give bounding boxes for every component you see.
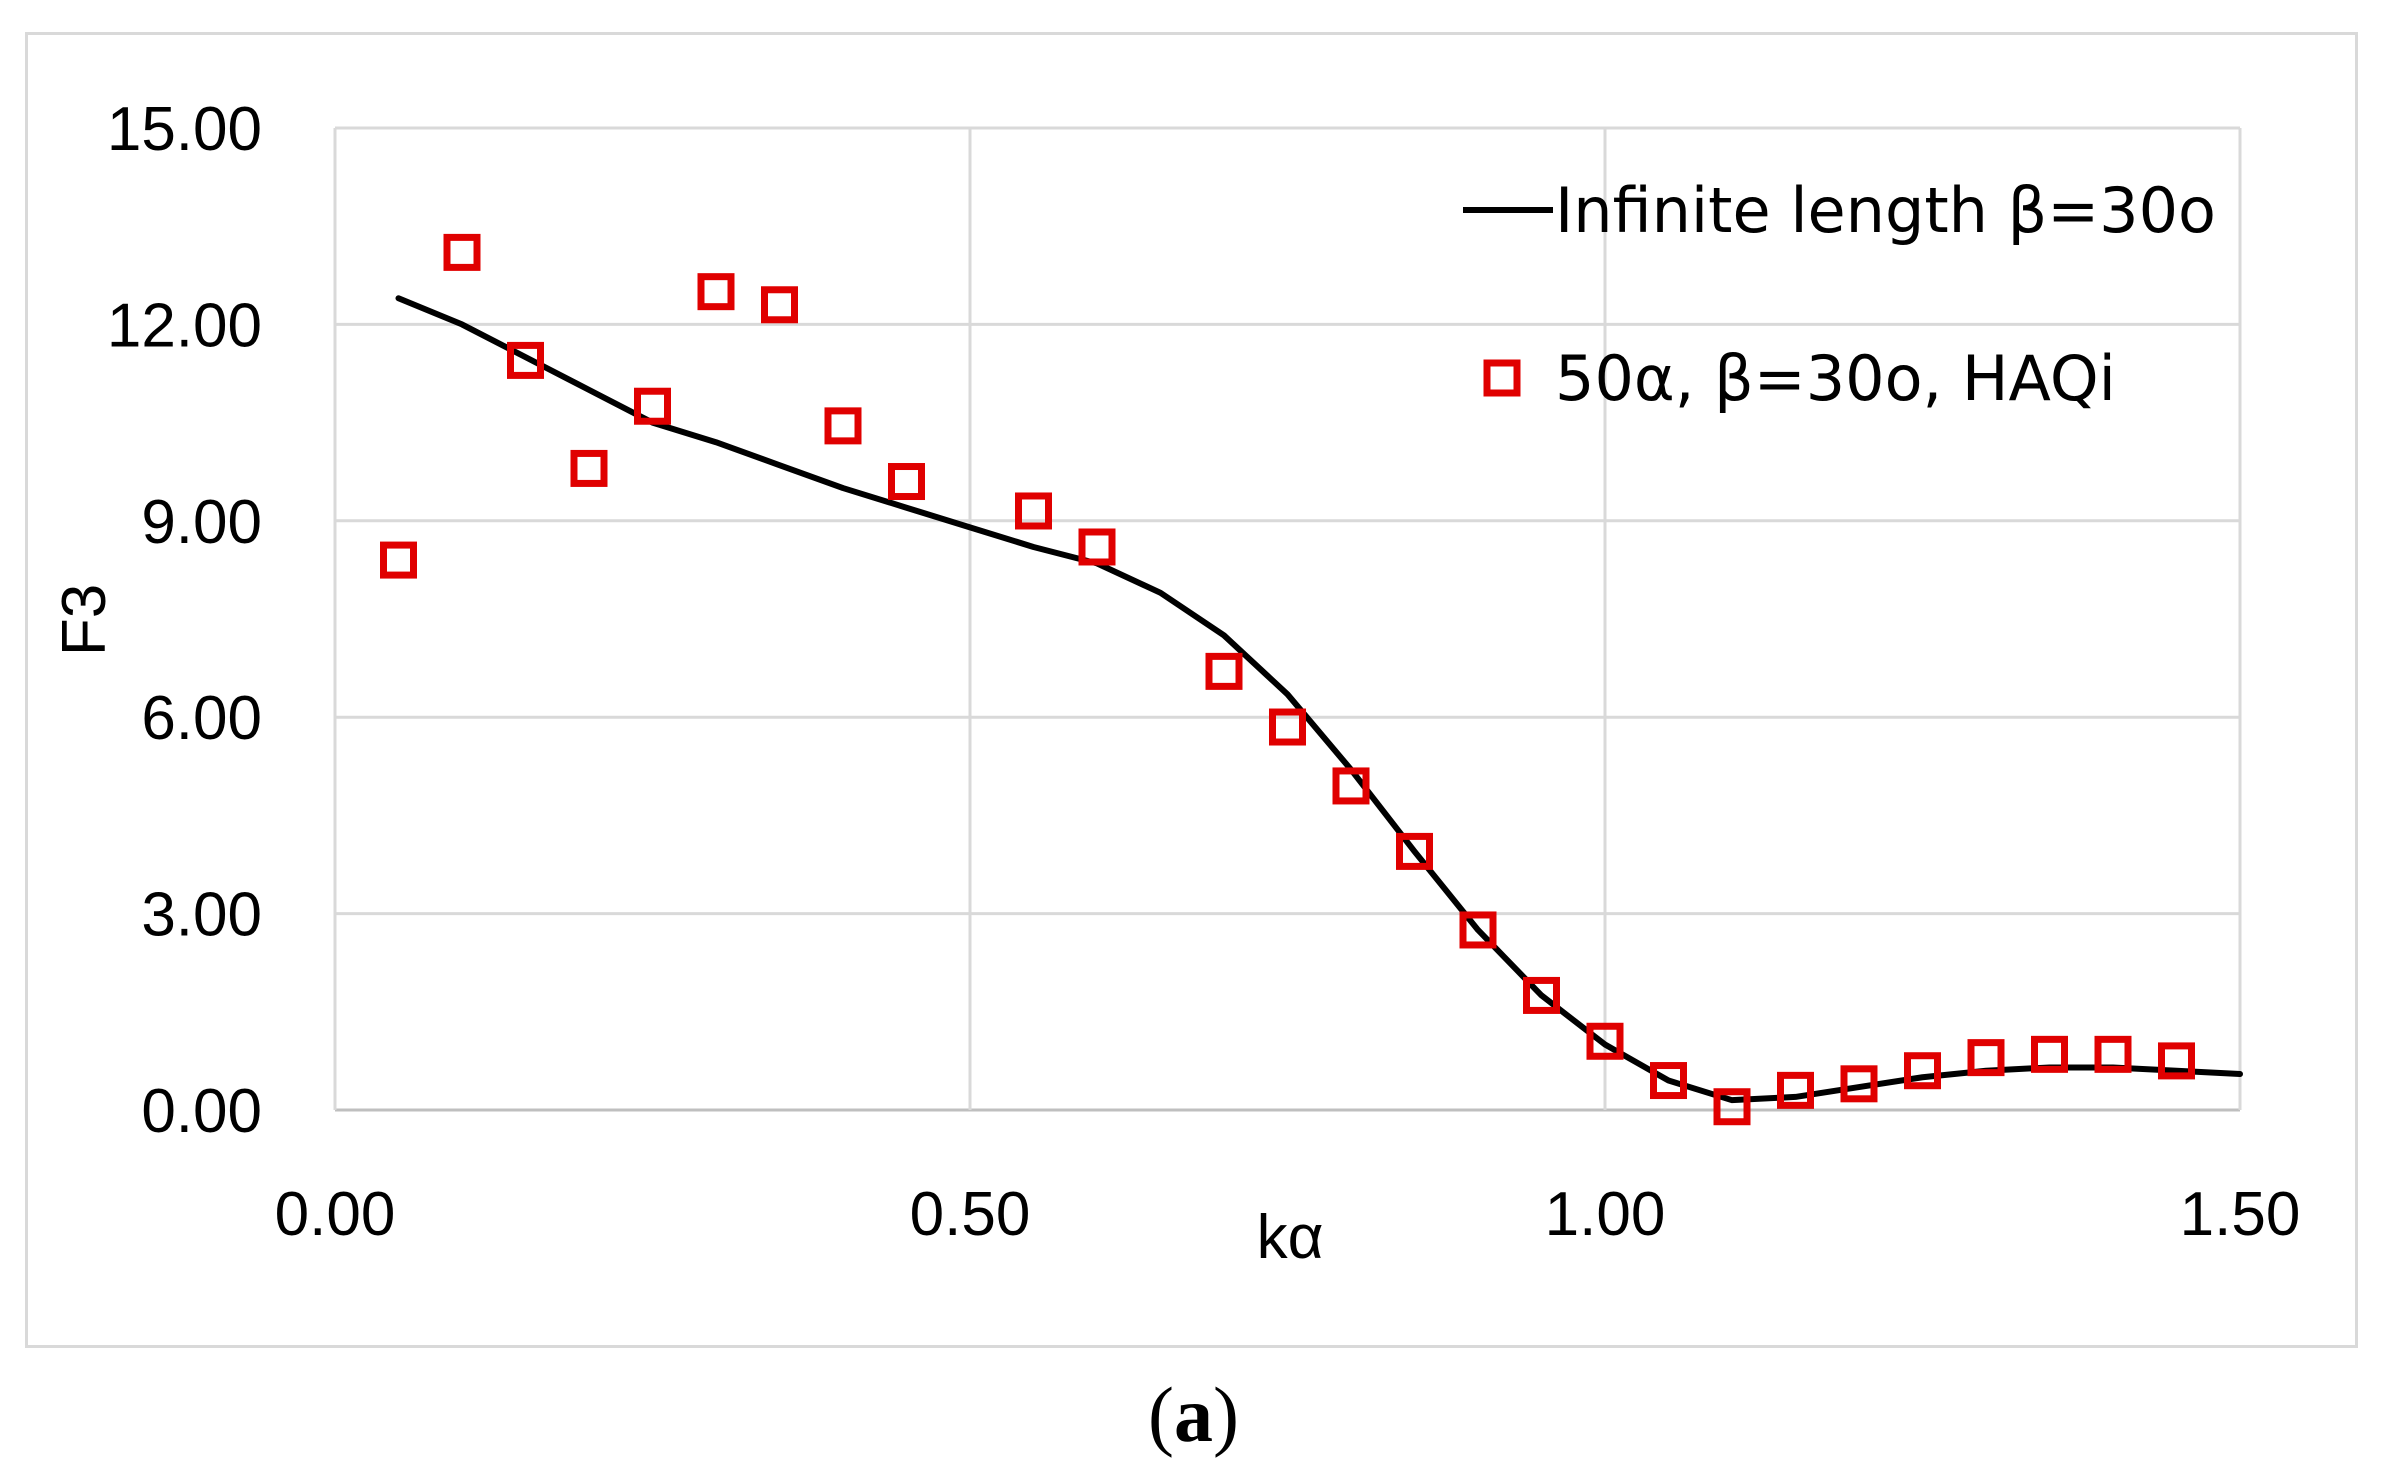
y-tick-label: 12.00: [107, 291, 262, 360]
data-point-marker: [761, 286, 798, 324]
data-point-marker: [1205, 652, 1243, 690]
data-point-marker: [1078, 528, 1116, 566]
data-point-marker: [1332, 767, 1370, 805]
line-series-layer: [395, 295, 2243, 1104]
data-point-marker: [824, 407, 862, 445]
y-tick-label: 6.00: [141, 684, 262, 753]
x-tick-label: 1.50: [2180, 1180, 2301, 1249]
data-point-marker: [1650, 1062, 1687, 1100]
data-point-marker: [1904, 1052, 1941, 1090]
data-point-marker: [1967, 1039, 2005, 1077]
y-tick-label: 15.00: [107, 95, 262, 164]
caption-letter: a: [1174, 1371, 1213, 1458]
data-point-marker: [888, 463, 925, 501]
y-tick-label: 0.00: [141, 1077, 262, 1146]
x-tick-label: 1.00: [1545, 1180, 1666, 1249]
legend-label-scatter: 50α, β=30o, HAQi: [1555, 342, 2116, 415]
legend-marker-swatch: [1483, 359, 1521, 397]
data-point-marker: [1523, 976, 1560, 1014]
legend: Infinite length β=30o 50α, β=30o, HAQi: [1463, 174, 2216, 415]
y-axis-ticks: 0.00 3.00 6.00 9.00 12.00 15.00: [107, 95, 262, 1146]
series-line-infinite-length: [395, 295, 2243, 1104]
data-point-marker: [1015, 492, 1052, 530]
data-point-marker: [507, 341, 544, 379]
data-point-marker: [1396, 832, 1433, 870]
legend-label-line: Infinite length β=30o: [1555, 174, 2216, 247]
chart: 0.00 3.00 6.00 9.00 12.00 15.00 0.00 0.50 1.00 1…: [50, 95, 2301, 1272]
x-axis-ticks: 0.00 0.50 1.00 1.50: [275, 1180, 2301, 1249]
data-point-marker: [2158, 1042, 2195, 1080]
data-point-marker: [1269, 708, 1306, 746]
chart-frame: [25, 32, 2358, 1348]
scatter-series-layer: [380, 233, 2195, 1126]
panel-caption: (a): [0, 1370, 2387, 1460]
y-tick-label: 9.00: [141, 488, 262, 557]
data-point-marker: [1840, 1065, 1878, 1103]
data-point-marker: [380, 541, 417, 579]
data-point-marker: [1777, 1071, 1814, 1109]
x-tick-label: 0.00: [275, 1180, 396, 1249]
data-point-marker: [570, 449, 608, 487]
gridlines: [333, 126, 2242, 1112]
x-axis-title: kα: [1257, 1203, 1324, 1272]
x-tick-label: 0.50: [910, 1180, 1031, 1249]
y-tick-label: 3.00: [141, 881, 262, 950]
caption-close-paren: ): [1213, 1371, 1239, 1458]
data-point-marker: [1713, 1088, 1751, 1126]
data-point-marker: [2031, 1035, 2068, 1073]
data-point-marker: [443, 233, 481, 271]
caption-open-paren: (: [1148, 1371, 1174, 1458]
data-point-marker: [697, 273, 735, 311]
data-point-marker: [2094, 1035, 2132, 1073]
data-point-marker: [634, 387, 671, 425]
data-point-marker: [1459, 911, 1497, 949]
y-axis-title: F3: [50, 584, 119, 656]
data-point-marker: [1586, 1022, 1624, 1060]
